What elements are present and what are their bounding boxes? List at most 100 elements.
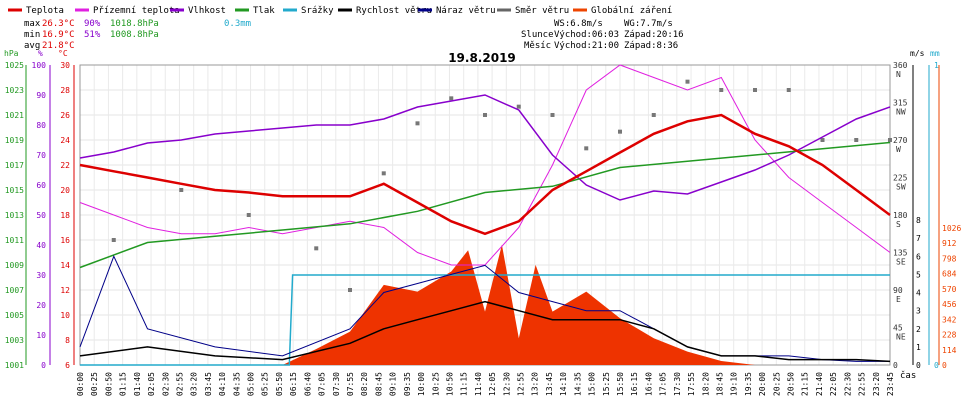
- press-tick: 1007: [5, 286, 24, 295]
- rain-unit: mm: [930, 49, 940, 58]
- wind-direction-point: [348, 288, 352, 292]
- x-tick: 16:40: [644, 372, 653, 396]
- x-tick: 15:25: [602, 372, 611, 396]
- wind-tick: 5: [916, 270, 921, 279]
- wind-direction-point: [415, 121, 420, 126]
- rad-tick: 912: [942, 239, 957, 248]
- rad-tick: 114: [942, 346, 957, 355]
- temp-tick: 6: [65, 361, 70, 370]
- x-tick: 06:40: [303, 372, 312, 396]
- plot-area: [79, 64, 892, 366]
- x-tick: 12:05: [488, 372, 497, 396]
- temp-tick: 26: [60, 111, 70, 120]
- x-tick: 01:15: [119, 372, 128, 396]
- dir-tick: 225: [893, 174, 908, 183]
- wind-speed-line: [79, 300, 891, 363]
- hum-tick: 90: [36, 91, 46, 100]
- x-tick: 03:45: [204, 372, 213, 396]
- rad-tick: 570: [942, 285, 957, 294]
- x-tick: 07:05: [318, 372, 327, 396]
- x-tick: 00:00: [76, 372, 85, 396]
- rad-tick: 1026: [942, 224, 961, 233]
- temp-tick: 18: [60, 211, 70, 220]
- hum-tick: 50: [36, 211, 46, 220]
- wind-direction-point: [111, 238, 116, 242]
- wind-direction-point: [550, 113, 555, 117]
- stats-avg-label: avg: [24, 41, 40, 51]
- dir-tick: 0: [893, 361, 898, 370]
- temp-tick: 24: [60, 136, 70, 145]
- x-tick: 20:00: [758, 372, 767, 396]
- x-axis-label: čas: [900, 370, 916, 381]
- x-tick: 03:20: [190, 372, 199, 396]
- x-tick: 04:35: [232, 372, 241, 396]
- dir-tick: 45: [893, 324, 903, 333]
- rad-tick: 228: [942, 331, 957, 340]
- hum-unit: %: [38, 49, 43, 58]
- x-tick: 16:15: [630, 372, 639, 396]
- wind-tick: 0: [916, 361, 921, 370]
- rad-tick: 798: [942, 254, 957, 263]
- x-tick: 13:45: [545, 372, 554, 396]
- press-tick: 1025: [5, 61, 24, 70]
- gust-line: [79, 255, 890, 362]
- x-tick: 01:40: [133, 372, 142, 396]
- x-tick: 09:35: [403, 372, 412, 396]
- x-tick: 02:05: [147, 372, 156, 396]
- dir-tick-label: NW: [896, 108, 906, 117]
- dir-tick: 315: [893, 99, 908, 108]
- rain-tick: 0: [934, 361, 939, 370]
- moon-set: Západ:8:36: [624, 41, 678, 51]
- temp-tick: 12: [60, 286, 70, 295]
- x-tick: 15:00: [588, 372, 597, 396]
- x-tick: 22:30: [843, 372, 852, 396]
- wind-tick: 2: [916, 325, 921, 334]
- x-tick: 08:45: [374, 372, 383, 396]
- legend-label: Tlak: [253, 6, 275, 16]
- x-tick: 09:10: [389, 372, 398, 396]
- wind-unit: m/s: [910, 49, 925, 58]
- hum-tick: 10: [36, 331, 46, 340]
- hum-tick: 30: [36, 271, 46, 280]
- x-tick: 05:00: [247, 372, 256, 396]
- stats-max-rain: 0.3mm: [224, 19, 251, 29]
- rad-tick: 456: [942, 300, 957, 309]
- x-tick: 20:25: [772, 372, 781, 396]
- rad-tick: 684: [942, 270, 957, 279]
- wind-wg: WG:7.7m/s: [624, 19, 673, 29]
- temp-unit: °C: [58, 49, 68, 58]
- dir-tick-label: S: [896, 220, 901, 229]
- press-tick: 1013: [5, 211, 24, 220]
- press-tick: 1009: [5, 261, 24, 270]
- stats-min-hum: 51%: [84, 30, 101, 40]
- press-unit: hPa: [4, 49, 19, 58]
- press-tick: 1011: [5, 236, 24, 245]
- stats-max-label: max: [24, 19, 41, 29]
- dir-tick: 180: [893, 211, 908, 220]
- press-tick: 1021: [5, 111, 24, 120]
- wind-direction-point: [314, 246, 319, 251]
- dir-tick: 135: [893, 249, 908, 258]
- press-tick: 1001: [5, 361, 24, 370]
- x-tick: 17:05: [659, 372, 668, 396]
- hum-tick: 100: [32, 61, 47, 70]
- wind-tick: 3: [916, 307, 921, 316]
- press-tick: 1019: [5, 136, 24, 145]
- hum-tick: 70: [36, 151, 46, 160]
- rad-tick: 342: [942, 315, 957, 324]
- radiation-area: [282, 244, 755, 365]
- hum-tick: 20: [36, 301, 46, 310]
- axes: 1025102310211019101710151013101110091007…: [5, 61, 962, 396]
- temp-tick: 16: [60, 236, 70, 245]
- stats-panel: max 26.3°C 90% 1018.8hPa 0.3mm min 16.9°…: [24, 19, 684, 51]
- x-tick: 02:30: [161, 372, 170, 396]
- legend-label: Srážky: [301, 6, 334, 16]
- wind-direction-point: [651, 113, 656, 117]
- temp-tick: 30: [60, 61, 70, 70]
- rad-tick: 0: [942, 361, 947, 370]
- stats-min-temp: 16.9°C: [42, 30, 75, 40]
- x-tick: 21:40: [815, 372, 824, 396]
- wind-direction-point: [888, 138, 892, 142]
